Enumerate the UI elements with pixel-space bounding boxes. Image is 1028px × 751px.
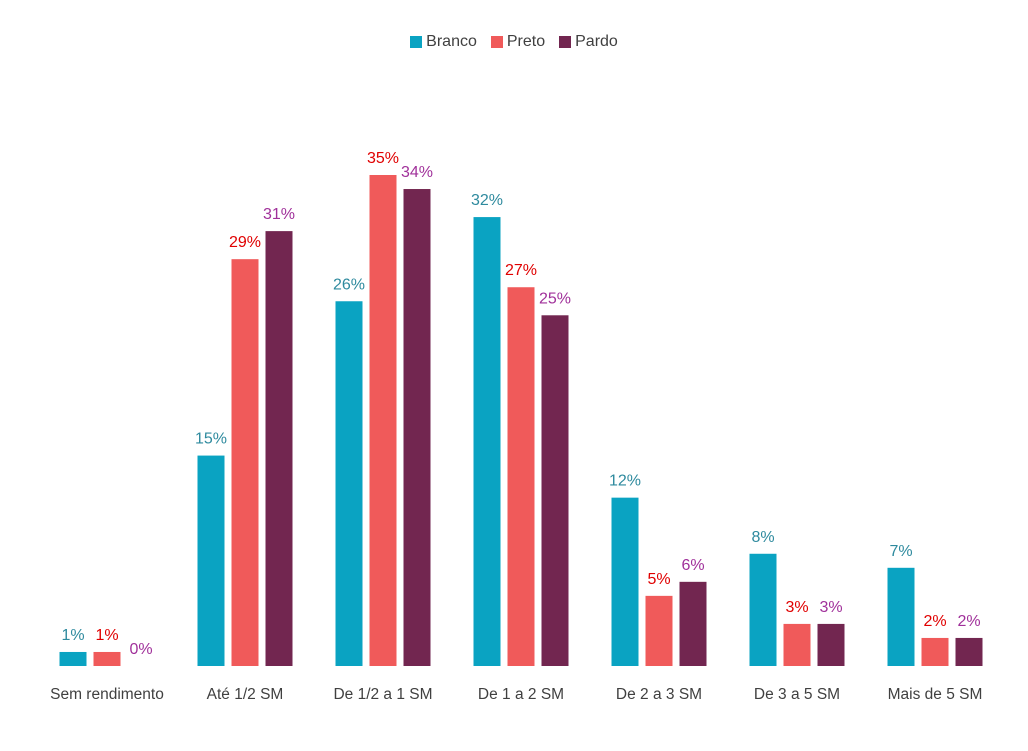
x-tick-label: De 2 a 3 SM: [615, 686, 703, 703]
bar: [369, 175, 397, 666]
bar: [817, 623, 845, 666]
data-label: 5%: [647, 571, 670, 588]
x-tick-label: De 3 a 5 SM: [753, 686, 841, 703]
legend-swatch: [559, 36, 572, 48]
data-label: 2%: [957, 613, 980, 630]
legend-swatch: [410, 36, 423, 48]
data-label: 1%: [61, 627, 84, 644]
data-label: 8%: [751, 529, 774, 546]
bar: [955, 637, 983, 666]
data-label: 1%: [95, 627, 118, 644]
legend-label: Preto: [506, 33, 546, 50]
data-label: 0%: [129, 641, 152, 658]
data-label: 12%: [609, 473, 641, 490]
bar: [921, 637, 949, 666]
data-label: 2%: [923, 613, 946, 630]
bar: [59, 651, 87, 666]
bar: [783, 623, 811, 666]
x-tick-label: De 1 a 2 SM: [477, 686, 565, 703]
data-label: 29%: [229, 234, 261, 251]
bar: [403, 189, 431, 666]
data-label: 7%: [889, 543, 912, 560]
legend-item: Preto: [490, 33, 546, 51]
data-label: 26%: [333, 276, 365, 293]
data-label: 25%: [539, 290, 571, 307]
legend-item: Branco: [410, 33, 477, 51]
legend-item: Pardo: [559, 33, 618, 51]
data-label: 3%: [819, 599, 842, 616]
data-label: 34%: [401, 164, 433, 181]
legend-swatch: [490, 36, 503, 48]
bar: [645, 595, 673, 666]
legend: Branco Preto Pardo: [0, 33, 1028, 51]
x-tick-label: Sem rendimento: [50, 686, 164, 703]
bar: [507, 287, 535, 666]
data-label: 3%: [785, 599, 808, 616]
bar: [197, 455, 225, 666]
bar: [611, 497, 639, 666]
bar: [749, 553, 777, 666]
x-tick-label: Mais de 5 SM: [887, 686, 983, 703]
bar: [231, 259, 259, 666]
legend-label: Branco: [426, 33, 477, 50]
data-label: 6%: [681, 557, 704, 574]
x-tick-label: De 1/2 a 1 SM: [333, 686, 433, 703]
bar: [541, 315, 569, 666]
data-label: 32%: [471, 192, 503, 209]
bar: [93, 651, 121, 666]
data-label: 27%: [505, 262, 537, 279]
data-label: 31%: [263, 206, 295, 223]
bar: [265, 231, 293, 666]
bar: [679, 581, 707, 666]
bar: [335, 301, 363, 666]
legend-label: Pardo: [575, 33, 618, 50]
data-label: 15%: [195, 431, 227, 448]
x-tick-label: Até 1/2 SM: [206, 686, 284, 703]
bar: [473, 217, 501, 667]
data-label: 35%: [367, 150, 399, 167]
bar: [887, 567, 915, 666]
